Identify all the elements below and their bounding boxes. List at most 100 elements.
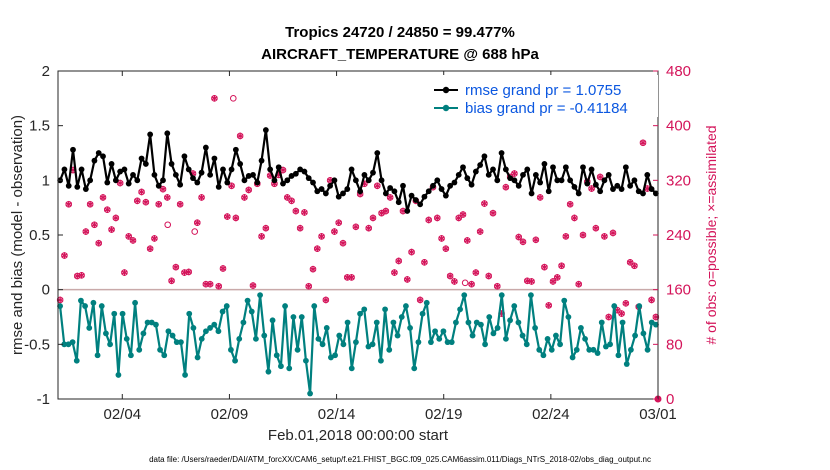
rmse-point xyxy=(95,150,102,156)
obs-assimilated-point xyxy=(185,268,192,276)
rmse-point xyxy=(138,155,145,162)
obs-star-stroke xyxy=(134,198,141,204)
y-tick-label: 1.5 xyxy=(29,118,50,135)
bias-point xyxy=(548,346,555,353)
rmse-point xyxy=(177,181,184,188)
obs-star-stroke xyxy=(494,284,501,289)
bias-point xyxy=(173,339,180,346)
obs-assimilated-point xyxy=(138,188,145,196)
bias-point xyxy=(486,314,493,320)
x-axis-label: Feb.01,2018 00:00:00 start xyxy=(268,427,449,444)
y2-tick-label: 320 xyxy=(666,172,691,189)
bias-point xyxy=(57,303,63,309)
rmse-point xyxy=(207,171,214,178)
bias-point xyxy=(594,350,601,356)
bias-point xyxy=(161,352,168,359)
bias-point xyxy=(286,365,293,372)
obs-assimilated-point xyxy=(258,233,265,240)
rmse-point xyxy=(588,166,595,173)
bias-point xyxy=(282,303,288,309)
obs-assimilated-point xyxy=(451,278,458,285)
obs-star-stroke xyxy=(146,246,154,251)
obs-star-stroke xyxy=(172,264,180,270)
obs-possible-point xyxy=(164,221,172,229)
bias-point xyxy=(182,372,188,378)
obs-star-stroke xyxy=(95,240,102,246)
obs-star-stroke xyxy=(314,246,321,251)
bias-point xyxy=(336,332,343,339)
bias-point xyxy=(298,314,305,320)
obs-assimilated-point xyxy=(331,228,338,235)
rmse-point xyxy=(228,166,235,173)
obs-assimilated-point xyxy=(78,272,85,279)
bias-point xyxy=(590,346,597,353)
obs-star-stroke xyxy=(549,279,557,284)
obs-star-stroke xyxy=(476,229,484,234)
obs-assimilated-point xyxy=(592,224,600,232)
rmse-point xyxy=(605,171,612,178)
bias-point xyxy=(536,346,543,353)
obs-star-stroke xyxy=(434,215,441,221)
obs-assimilated-point xyxy=(408,248,415,256)
obs-assimilated-point xyxy=(86,200,94,208)
bias-point xyxy=(386,346,393,353)
obs-assimilated-point xyxy=(416,296,424,304)
bias-point xyxy=(115,372,122,378)
obs-star-stroke xyxy=(485,273,492,279)
bias-point xyxy=(315,335,322,342)
rmse-point xyxy=(164,130,171,137)
obs-star-stroke xyxy=(129,238,137,243)
obs-assimilated-point xyxy=(562,233,570,240)
rmse-point xyxy=(610,186,616,192)
rmse-point xyxy=(451,179,458,186)
obs-assimilated-point xyxy=(219,265,227,272)
obs-assimilated-point xyxy=(236,132,244,140)
y-tick-label: 0.5 xyxy=(29,227,50,244)
rmse-point xyxy=(87,177,94,184)
bias-point xyxy=(303,357,309,364)
rmse-point xyxy=(241,177,248,184)
obs-star-stroke xyxy=(292,208,300,214)
rmse-point xyxy=(567,177,574,184)
obs-star-stroke xyxy=(318,234,325,239)
bias-point xyxy=(248,308,255,315)
obs-star-stroke xyxy=(236,133,244,139)
obs-star-stroke xyxy=(601,234,608,239)
bias-point xyxy=(69,339,76,346)
bias-point xyxy=(203,328,209,335)
obs-assimilated-point xyxy=(129,237,137,244)
obs-star-stroke xyxy=(206,281,214,287)
obs-star-stroke xyxy=(631,263,638,268)
obs-assimilated-point xyxy=(206,280,214,288)
bias-point xyxy=(90,299,97,306)
rmse-point xyxy=(618,186,625,192)
bias-point xyxy=(294,346,301,353)
legend-box xyxy=(428,75,658,117)
bias-point xyxy=(144,319,151,326)
obs-star-stroke xyxy=(468,281,475,287)
bias-point xyxy=(640,330,647,337)
rmse-point xyxy=(301,168,308,175)
obs-assimilated-point xyxy=(146,245,154,252)
y-axis-left: -1 -0.5 0 0.5 1 1.5 2 xyxy=(24,63,63,408)
bias-point xyxy=(82,303,88,309)
obs-star-stroke xyxy=(164,195,171,200)
obs-assimilated-point xyxy=(455,214,462,222)
rmse-point xyxy=(614,182,621,189)
bias-point xyxy=(157,346,163,353)
rmse-point xyxy=(117,168,124,175)
rmse-point xyxy=(468,181,475,188)
rmse-point xyxy=(378,177,385,184)
bias-point xyxy=(111,310,118,317)
bias-point xyxy=(78,297,84,304)
obs-assimilated-point xyxy=(618,310,625,317)
bias-point xyxy=(494,325,501,331)
obs-assimilated-point xyxy=(292,207,300,215)
rmse-point xyxy=(198,169,205,176)
rmse-point xyxy=(344,186,351,192)
obs-assimilated-point xyxy=(631,262,638,270)
bias-point xyxy=(323,325,330,331)
obs-star-stroke xyxy=(159,187,167,192)
obs-star-stroke xyxy=(528,279,535,284)
obs-star-stroke xyxy=(245,187,252,193)
